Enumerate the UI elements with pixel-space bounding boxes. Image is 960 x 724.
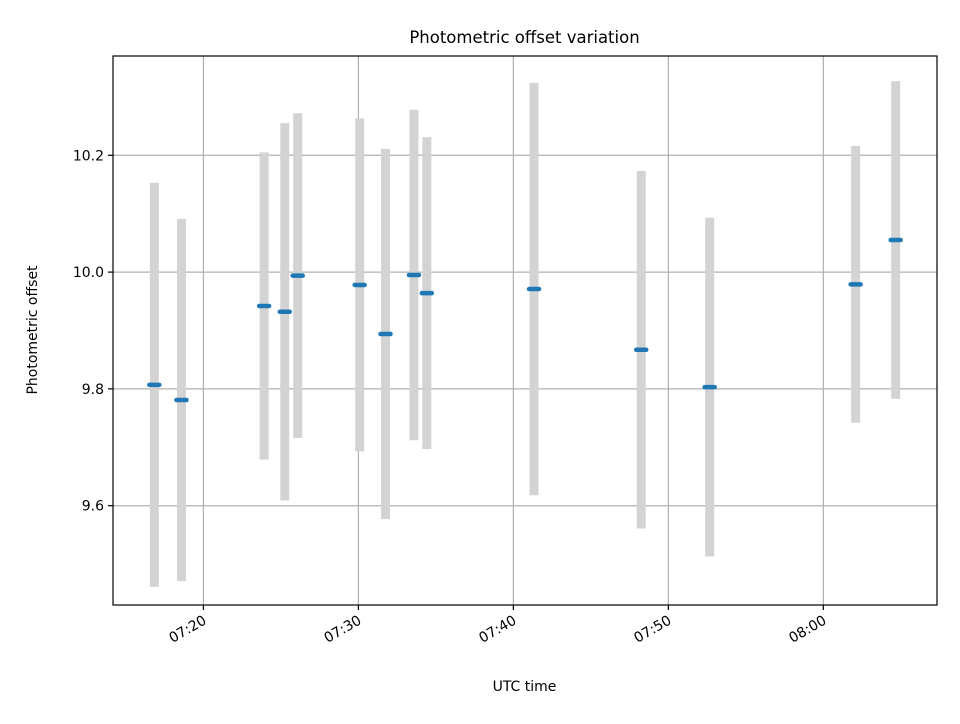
y-tick-label: 10.2 bbox=[73, 148, 104, 164]
y-axis-label: Photometric offset bbox=[25, 265, 41, 395]
y-tick-label: 10.0 bbox=[73, 265, 104, 281]
y-tick-label: 9.6 bbox=[82, 499, 104, 515]
plot-frame bbox=[112, 55, 938, 606]
y-tick-label: 9.8 bbox=[82, 382, 104, 398]
chart-title: Photometric offset variation bbox=[409, 28, 639, 47]
x-axis-label: UTC time bbox=[493, 679, 557, 695]
marker-layer bbox=[147, 237, 903, 403]
